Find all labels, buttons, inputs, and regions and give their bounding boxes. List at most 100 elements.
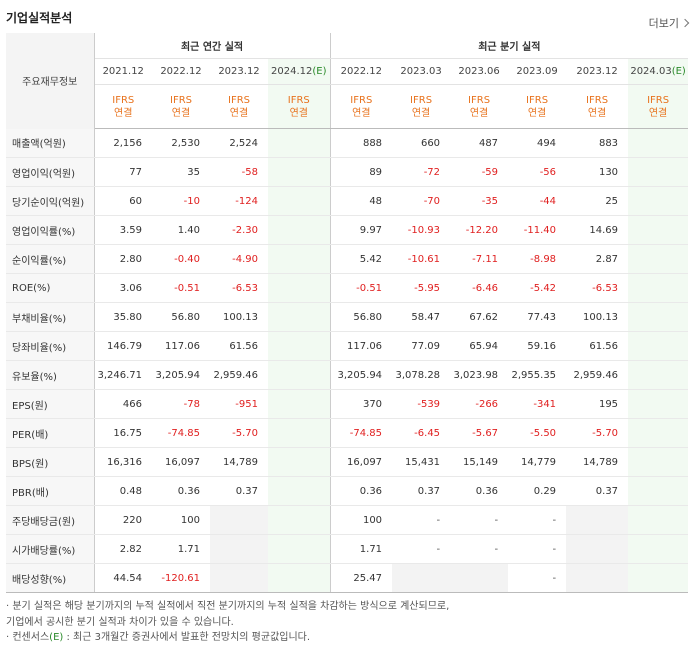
table-cell: [628, 215, 689, 245]
period-header: 2023.03: [392, 58, 451, 85]
table-row: 영업이익(억원) 77 35 -58 89 -72 -59 -56 130: [6, 157, 689, 187]
row-header-label: 주요재무정보: [6, 33, 95, 129]
table-cell: 3.06: [94, 273, 152, 303]
table-cell: [268, 215, 331, 245]
table-cell: 117.06: [152, 331, 210, 361]
table-cell: -74.85: [152, 418, 210, 448]
table-cell: -59: [450, 157, 509, 187]
table-row: 당기순이익(억원) 60 -10 -124 48 -70 -35 -44 25: [6, 186, 689, 216]
more-link[interactable]: 더보기: [649, 15, 690, 31]
table-cell: -56: [508, 157, 567, 187]
table-cell: -5.70: [210, 418, 268, 448]
ifrs-text: IFRS: [647, 94, 670, 106]
table-cell: 117.06: [329, 331, 393, 361]
table-cell: 100.13: [210, 302, 268, 332]
table-cell: [268, 244, 331, 274]
table-cell: 2,959.46: [566, 360, 629, 390]
ifrs-label: IFRS 연결: [628, 84, 689, 129]
table-cell: [628, 302, 689, 332]
table-cell: -0.51: [329, 273, 393, 303]
period-header: 2023.12: [566, 58, 629, 85]
table-cell: -: [450, 534, 509, 564]
table-cell: 100.13: [566, 302, 629, 332]
table-cell: -4.90: [210, 244, 268, 274]
table-cell: 2.82: [94, 534, 152, 564]
table-cell: 195: [566, 389, 629, 419]
table-cell: 0.37: [566, 476, 629, 506]
table-cell: [268, 360, 331, 390]
table-cell: [628, 128, 689, 158]
table-cell: 56.80: [329, 302, 393, 332]
table-cell: 61.56: [566, 331, 629, 361]
period-header: 2024.03(E): [628, 58, 689, 85]
row-label: PER(배): [6, 418, 95, 448]
table-cell: 2,955.35: [508, 360, 567, 390]
table-cell: [628, 476, 689, 506]
table-cell: 77.43: [508, 302, 567, 332]
ifrs-label: IFRS 연결: [392, 84, 451, 129]
table-cell: [268, 302, 331, 332]
table-row: 영업이익률(%) 3.59 1.40 -2.30 9.97 -10.93 -12.20 -11…: [6, 215, 689, 245]
table-cell: 3,078.28: [392, 360, 451, 390]
footnote-2: 기업에서 공시한 분기 실적과 차이가 있을 수 있습니다.: [6, 616, 234, 628]
table-cell: 16.75: [94, 418, 152, 448]
consolidated-text: 연결: [289, 107, 308, 119]
table-cell: 35.80: [94, 302, 152, 332]
period-header: 2022.12: [329, 58, 393, 85]
table-cell: 0.36: [329, 476, 393, 506]
table-cell: 3,205.94: [329, 360, 393, 390]
table-cell: [628, 534, 689, 564]
table-cell: -124: [210, 186, 268, 216]
ifrs-label: IFRS 연결: [210, 84, 268, 129]
table-cell: 48: [329, 186, 393, 216]
ifrs-label: IFRS 연결: [508, 84, 567, 129]
table-cell: 67.62: [450, 302, 509, 332]
table-cell: -5.50: [508, 418, 567, 448]
table-row: 당좌비율(%) 146.79 117.06 61.56 117.06 77.09 65.94…: [6, 331, 689, 361]
table-cell: -6.53: [566, 273, 629, 303]
table-row: 순이익률(%) 2.80 -0.40 -4.90 5.42 -10.61 -7.11 -8.9…: [6, 244, 689, 274]
table-cell: [628, 360, 689, 390]
table-cell: [566, 505, 629, 535]
period-header: 2023.06: [450, 58, 509, 85]
table-cell: 77.09: [392, 331, 451, 361]
table-cell: 3,023.98: [450, 360, 509, 390]
table-cell: 44.54: [94, 563, 152, 593]
row-label: 영업이익(억원): [6, 157, 95, 187]
table-cell: -951: [210, 389, 268, 419]
table-row: PBR(배) 0.48 0.36 0.37 0.36 0.37 0.36 0.29 0.37: [6, 476, 689, 506]
table-cell: -78: [152, 389, 210, 419]
table-cell: 883: [566, 128, 629, 158]
table-cell: [268, 128, 331, 158]
row-label: 당기순이익(억원): [6, 186, 95, 216]
table-cell: [628, 273, 689, 303]
table-cell: [628, 157, 689, 187]
table-cell: -58: [210, 157, 268, 187]
ifrs-label: IFRS 연결: [152, 84, 210, 129]
period-header: 2021.12: [94, 58, 152, 85]
table-row: 유보율(%) 3,246.71 3,205.94 2,959.46 3,205.94 3,…: [6, 360, 689, 390]
table-cell: 370: [329, 389, 393, 419]
table-cell: -10: [152, 186, 210, 216]
table-cell: 1.71: [329, 534, 393, 564]
table-row: BPS(원) 16,316 16,097 14,789 16,097 15,431 15,1…: [6, 447, 689, 477]
table-cell: 3,205.94: [152, 360, 210, 390]
table-cell: -539: [392, 389, 451, 419]
table-cell: 146.79: [94, 331, 152, 361]
table-cell: 0.37: [392, 476, 451, 506]
table-cell: 494: [508, 128, 567, 158]
table-cell: -6.46: [450, 273, 509, 303]
table-cell: [566, 534, 629, 564]
table-cell: [268, 447, 331, 477]
table-cell: -7.11: [450, 244, 509, 274]
row-label: 순이익률(%): [6, 244, 95, 274]
period-header: 2024.12(E): [268, 58, 331, 85]
section-title: 기업실적분석: [6, 11, 73, 25]
table-cell: 2,959.46: [210, 360, 268, 390]
table-cell: -: [392, 534, 451, 564]
table-cell: 14.69: [566, 215, 629, 245]
table-cell: 89: [329, 157, 393, 187]
table-cell: 487: [450, 128, 509, 158]
estimate-mark: (E): [671, 66, 686, 77]
ifrs-label: IFRS 연결: [329, 84, 393, 129]
